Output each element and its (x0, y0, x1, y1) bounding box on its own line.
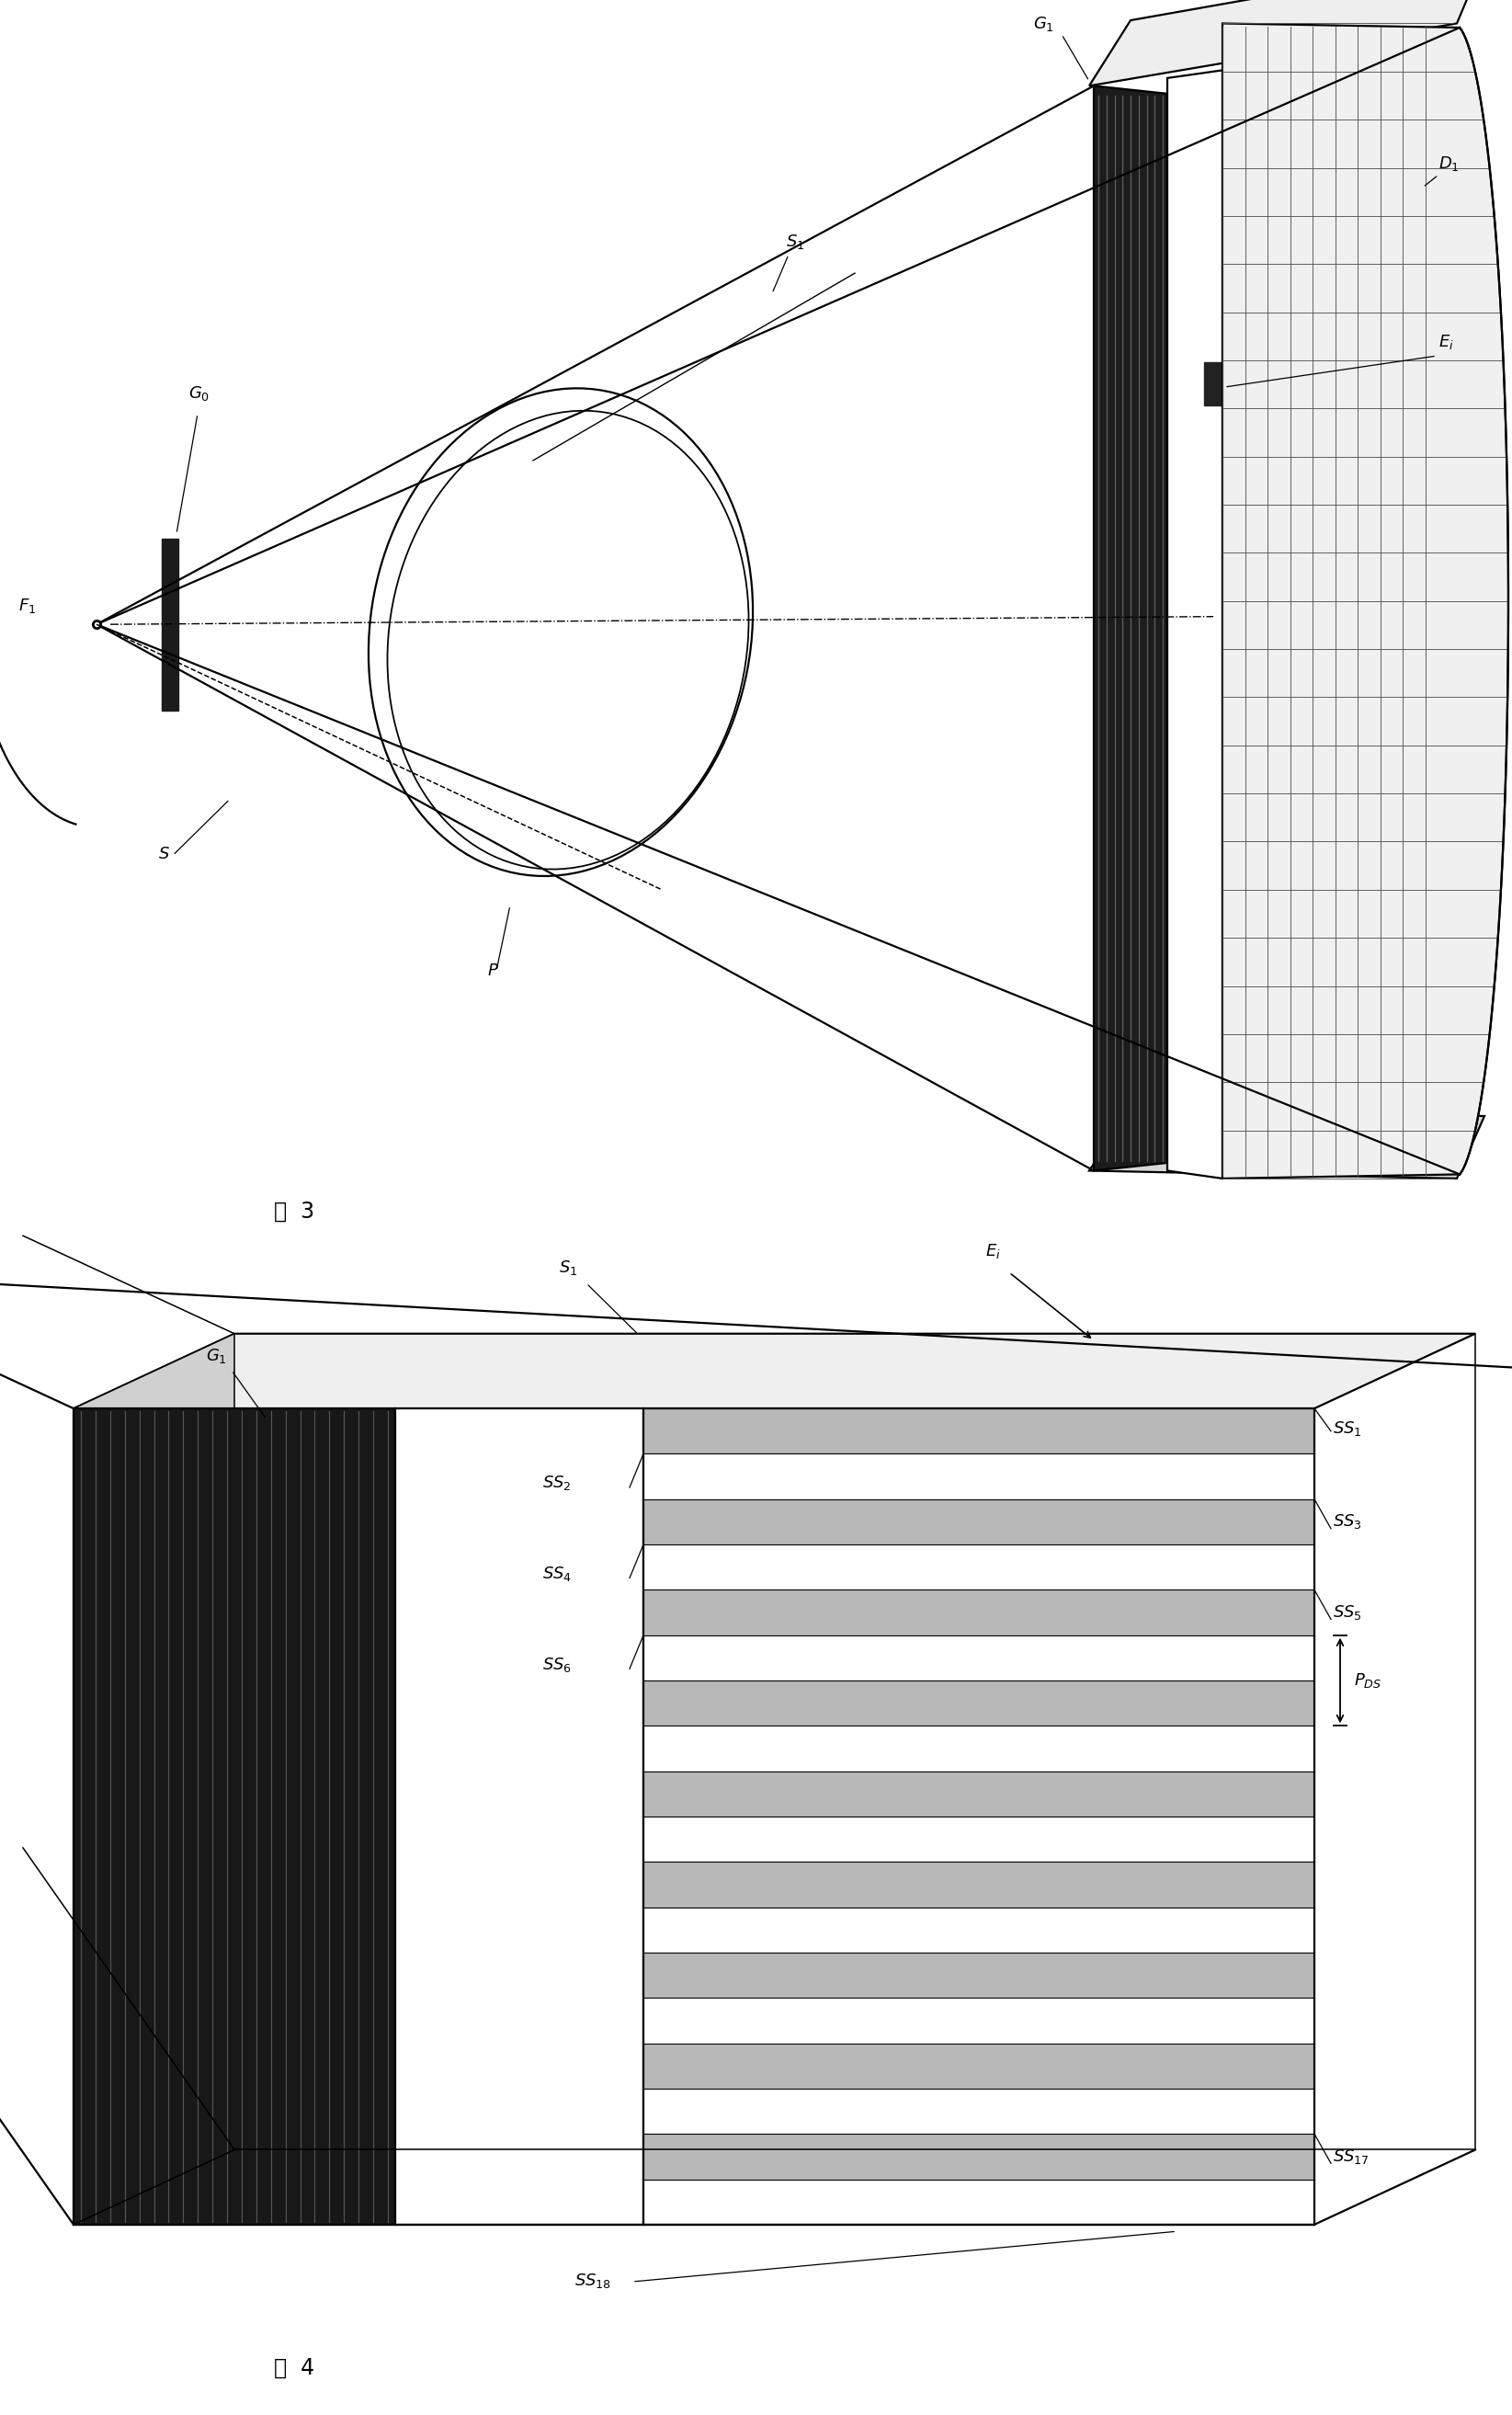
Text: $S$: $S$ (159, 845, 169, 862)
Text: $S_1$: $S_1$ (786, 232, 804, 251)
Text: $G_1$: $G_1$ (206, 1348, 227, 1364)
Text: $SS_6$: $SS_6$ (543, 1654, 572, 1674)
Text: $E_i$: $E_i$ (1438, 333, 1455, 350)
Text: $P$: $P$ (487, 964, 499, 978)
Polygon shape (644, 1454, 1314, 1500)
Polygon shape (644, 1908, 1314, 1954)
Polygon shape (644, 1727, 1314, 1770)
Polygon shape (644, 2178, 1314, 2224)
Polygon shape (644, 1635, 1314, 1681)
Text: $E_i$: $E_i$ (984, 1241, 1001, 1261)
Polygon shape (74, 1333, 234, 2224)
Text: $SS_4$: $SS_4$ (543, 1565, 572, 1584)
Text: $SS_3$: $SS_3$ (1332, 1512, 1362, 1531)
Polygon shape (74, 1333, 1476, 1408)
Polygon shape (644, 1681, 1314, 1727)
Text: $SS_{17}$: $SS_{17}$ (1332, 2147, 1370, 2166)
Text: $SS_1$: $SS_1$ (1332, 1420, 1362, 1437)
Text: $SS_2$: $SS_2$ (543, 1473, 572, 1492)
Text: $P_{DS}$: $P_{DS}$ (1353, 1671, 1382, 1690)
Polygon shape (1167, 70, 1223, 1179)
Text: $G_1$: $G_1$ (1033, 14, 1054, 34)
Text: $SS_{18}$: $SS_{18}$ (575, 2273, 611, 2289)
Text: $D_1$: $D_1$ (1438, 155, 1459, 174)
Text: $G_0$: $G_0$ (189, 384, 210, 403)
Polygon shape (644, 1770, 1314, 1816)
Polygon shape (74, 1408, 395, 2224)
Polygon shape (644, 2089, 1314, 2135)
Text: $S_1$: $S_1$ (559, 1258, 578, 1278)
Polygon shape (1223, 24, 1509, 1179)
Polygon shape (644, 1500, 1314, 1546)
Polygon shape (644, 1816, 1314, 1862)
Text: 图  3: 图 3 (274, 1200, 314, 1222)
Polygon shape (1089, 0, 1485, 87)
Polygon shape (644, 2135, 1314, 2178)
Text: $SS_5$: $SS_5$ (1332, 1604, 1362, 1623)
Polygon shape (644, 1408, 1314, 1454)
Polygon shape (644, 1954, 1314, 1997)
Polygon shape (644, 2043, 1314, 2089)
Polygon shape (644, 1589, 1314, 1635)
Polygon shape (395, 1408, 644, 2224)
Text: 图  4: 图 4 (274, 2357, 314, 2379)
Polygon shape (1089, 1108, 1485, 1179)
Polygon shape (644, 1862, 1314, 1908)
Polygon shape (644, 1546, 1314, 1589)
Text: $F_1$: $F_1$ (18, 597, 36, 616)
Polygon shape (644, 1997, 1314, 2043)
Bar (1204, 362, 1223, 406)
Bar (162, 539, 178, 710)
Polygon shape (1093, 87, 1167, 1171)
